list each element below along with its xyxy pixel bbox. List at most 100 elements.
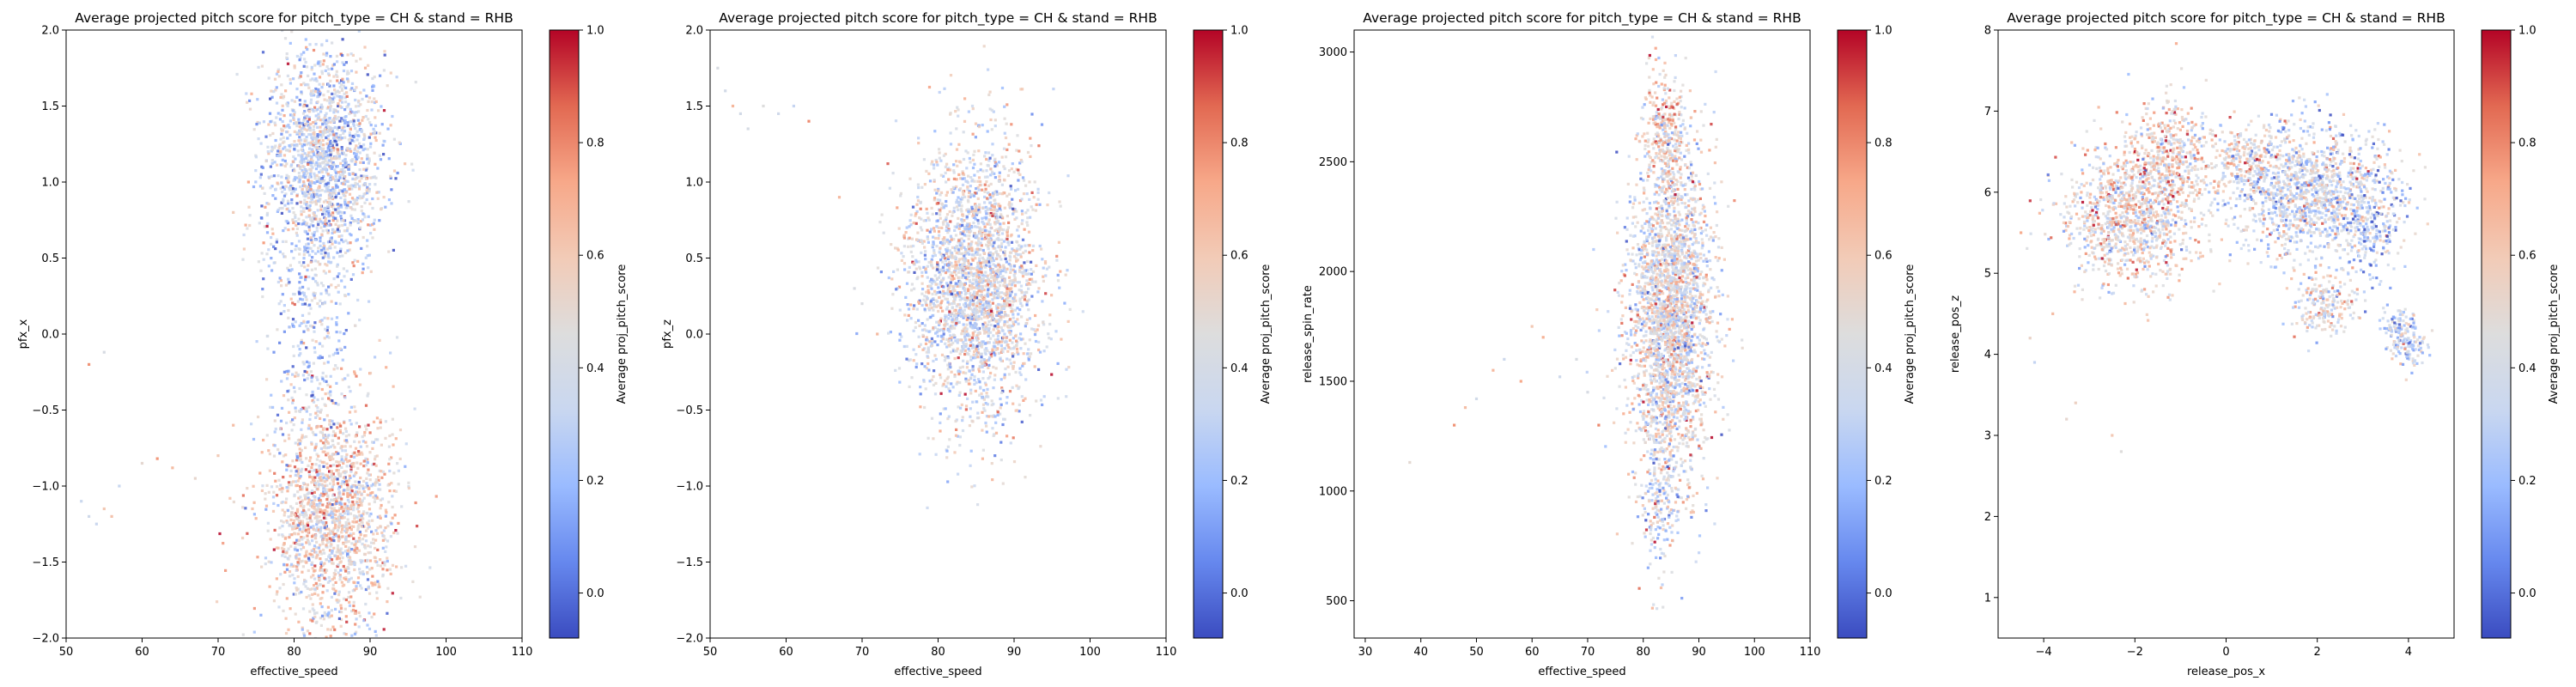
- data-point: [322, 157, 325, 161]
- data-point: [389, 351, 392, 355]
- data-point: [345, 479, 349, 483]
- data-point: [369, 491, 373, 495]
- data-point: [309, 92, 313, 95]
- data-point: [947, 415, 951, 418]
- data-point: [922, 379, 926, 382]
- data-point: [333, 93, 337, 96]
- data-point: [351, 589, 355, 593]
- data-point: [973, 382, 976, 386]
- data-point: [222, 542, 225, 545]
- data-point: [362, 167, 366, 171]
- data-point: [349, 206, 352, 210]
- data-point: [326, 383, 330, 386]
- data-point: [330, 609, 333, 612]
- data-point: [344, 458, 348, 461]
- data-point: [334, 513, 337, 517]
- data-point: [311, 256, 314, 259]
- data-point: [316, 91, 320, 94]
- data-point: [257, 137, 260, 141]
- data-point: [946, 445, 950, 448]
- data-point: [319, 568, 322, 572]
- data-point: [241, 258, 245, 261]
- data-point: [1034, 280, 1037, 283]
- data-point: [346, 504, 349, 508]
- data-point: [1030, 268, 1033, 271]
- data-point: [281, 293, 284, 296]
- data-point: [981, 365, 984, 368]
- data-point: [288, 483, 291, 487]
- data-point: [301, 506, 305, 510]
- data-point: [378, 338, 381, 342]
- data-point: [1019, 301, 1023, 305]
- data-point: [336, 263, 339, 266]
- data-point: [293, 122, 296, 125]
- data-point: [908, 219, 912, 222]
- data-point: [338, 423, 342, 426]
- data-point: [349, 142, 352, 145]
- data-point: [291, 373, 295, 376]
- data-point: [1014, 370, 1018, 374]
- data-point: [1027, 358, 1030, 362]
- data-point: [305, 551, 308, 555]
- data-point: [1037, 144, 1041, 148]
- data-point: [339, 670, 342, 672]
- data-point: [280, 546, 284, 550]
- data-point: [291, 322, 295, 325]
- data-point: [295, 371, 298, 374]
- data-point: [306, 629, 310, 633]
- data-point: [354, 147, 357, 150]
- data-point: [283, 562, 286, 566]
- data-point: [316, 283, 319, 287]
- data-point: [349, 512, 353, 515]
- data-point: [313, 498, 317, 502]
- data-point: [351, 172, 355, 176]
- data-point: [314, 340, 318, 344]
- data-point: [407, 484, 410, 489]
- data-point: [971, 400, 975, 404]
- data-point: [348, 560, 351, 563]
- data-point: [989, 196, 993, 199]
- data-point: [361, 487, 365, 490]
- data-point: [942, 285, 945, 289]
- data-point: [321, 131, 325, 134]
- data-point: [315, 546, 319, 550]
- data-point: [310, 553, 313, 556]
- data-point: [335, 178, 338, 181]
- data-point: [324, 508, 327, 512]
- data-point: [280, 380, 283, 383]
- data-point: [974, 225, 977, 228]
- data-point: [337, 452, 340, 455]
- data-point: [303, 246, 307, 249]
- data-point: [391, 563, 395, 567]
- data-point: [961, 313, 964, 316]
- data-point: [345, 229, 349, 233]
- data-point: [274, 247, 277, 251]
- data-point: [342, 167, 345, 170]
- data-point: [955, 305, 958, 308]
- data-point: [346, 512, 349, 516]
- data-point: [356, 496, 360, 500]
- data-point: [391, 516, 394, 520]
- data-point: [1041, 300, 1044, 303]
- data-point: [339, 215, 343, 218]
- data-point: [350, 463, 354, 466]
- data-point: [341, 445, 344, 448]
- data-point: [337, 563, 340, 567]
- data-point: [301, 499, 304, 502]
- data-point: [987, 282, 990, 285]
- data-point: [980, 345, 983, 349]
- data-point: [281, 533, 284, 537]
- data-point: [300, 154, 303, 157]
- data-point: [338, 578, 342, 581]
- data-point: [364, 404, 368, 407]
- data-point: [414, 81, 417, 84]
- data-point: [325, 142, 329, 145]
- data-point: [988, 107, 992, 111]
- data-point: [301, 543, 304, 546]
- data-point: [355, 219, 359, 222]
- data-point: [352, 203, 355, 206]
- data-point: [295, 502, 299, 505]
- data-point: [334, 523, 337, 526]
- data-point: [298, 324, 301, 327]
- data-point: [957, 309, 961, 313]
